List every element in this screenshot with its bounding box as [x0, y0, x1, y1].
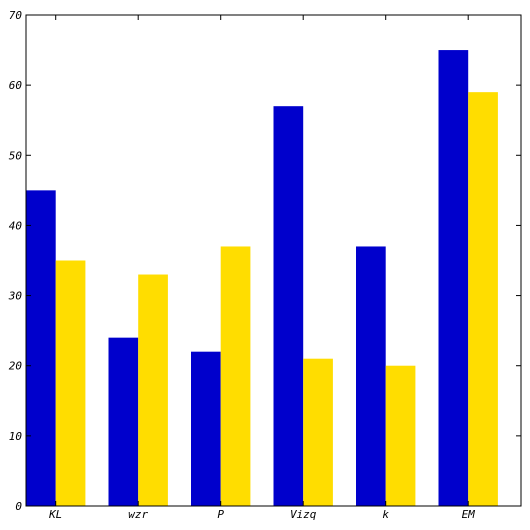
bar-k-series-1: [356, 246, 386, 506]
x-tick-label: Vizq: [290, 508, 317, 521]
bar-KL-series-1: [26, 190, 56, 506]
ticks-layer: KL wzr P Vizq k EM 0 10 20 30 40 50 60 70: [8, 9, 521, 521]
y-tick-label: 40: [9, 219, 23, 232]
x-tick-label: k: [382, 508, 389, 521]
bar-P-series-2: [220, 246, 251, 506]
y-tick-label: 0: [15, 500, 22, 513]
x-tick-label: wzr: [128, 508, 148, 521]
y-tick-label: 10: [9, 430, 23, 443]
bar-wzr-series-1: [108, 337, 139, 506]
bar-KL-series-2: [55, 260, 86, 506]
x-tick-label: KL: [48, 508, 62, 521]
bar-EM-series-1: [438, 50, 469, 506]
x-tick-label: EM: [462, 508, 476, 521]
bar-P-series-1: [191, 351, 221, 506]
bars-layer: [26, 50, 498, 507]
plot-frame: [25, 14, 522, 507]
y-tick-label: 70: [9, 9, 23, 22]
bar-k-series-2: [385, 365, 416, 506]
bar-Vizq-series-2: [303, 358, 333, 506]
bar-wzr-series-2: [138, 274, 168, 506]
bar-Vizq-series-1: [273, 106, 304, 506]
y-tick-label: 20: [9, 360, 23, 373]
x-tick-label: P: [217, 508, 224, 521]
y-tick-label: 60: [9, 79, 23, 92]
y-tick-label: 30: [8, 290, 23, 303]
bar-EM-series-2: [468, 92, 498, 507]
y-tick-label: 50: [9, 149, 23, 162]
